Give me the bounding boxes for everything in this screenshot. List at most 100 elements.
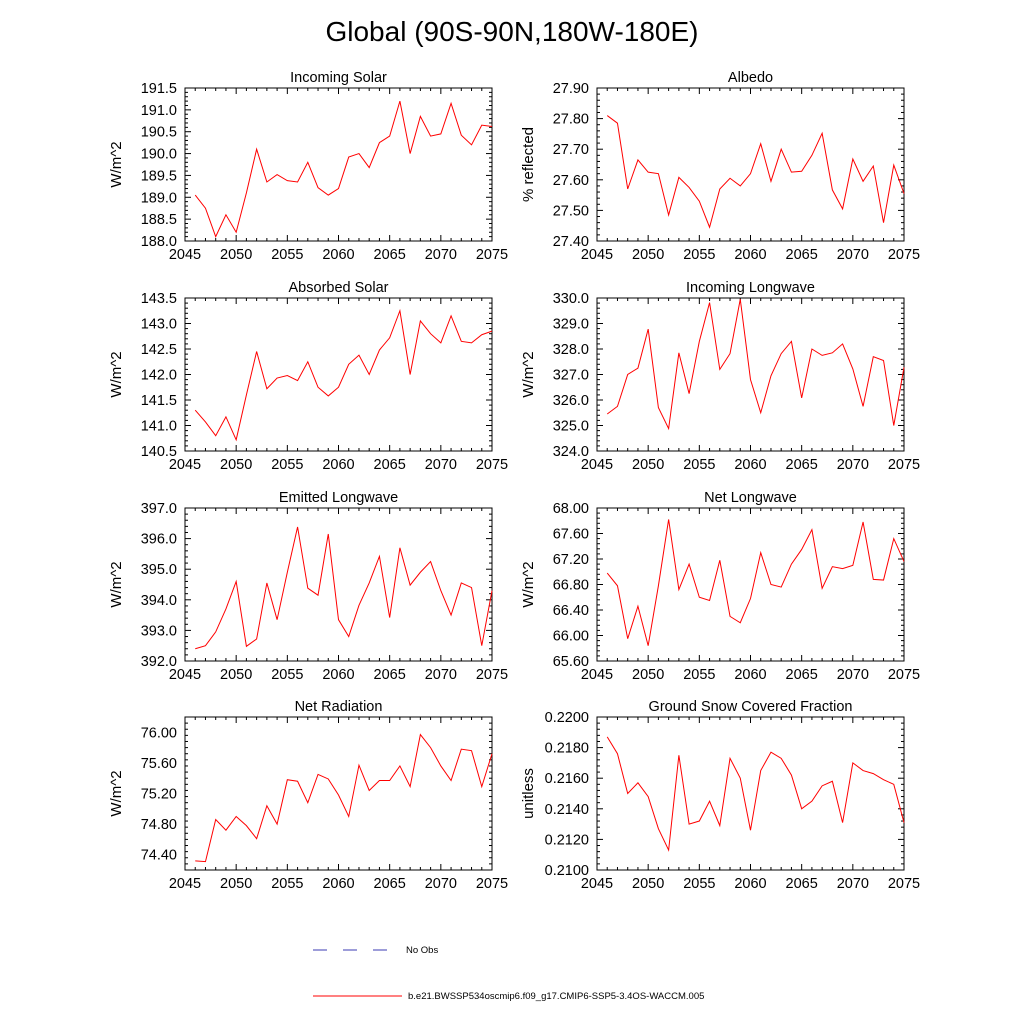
y-tick-label: 327.0 xyxy=(553,368,589,384)
x-tick-label: 2065 xyxy=(786,667,818,683)
x-tick-label: 2060 xyxy=(322,457,354,473)
plot-frame xyxy=(596,87,905,242)
y-tick-label: 190.5 xyxy=(141,125,177,141)
panel-absorbed-solar: Absorbed Solar W/m^2 2045 2050 2055 2060 2065 2… xyxy=(108,280,508,473)
legend-label-model: b.e21.BWSSP534oscmip6.f09_g17.CMIP6-SSP5… xyxy=(408,991,704,1002)
y-tick-label: 191.5 xyxy=(141,81,177,97)
y-tick-label: 394.0 xyxy=(141,593,177,609)
x-tick-label: 2075 xyxy=(888,667,920,683)
x-tick-label: 2045 xyxy=(169,667,201,683)
series-line-incoming-longwave xyxy=(606,299,905,431)
x-tick-label: 2065 xyxy=(786,876,818,892)
y-tick-label: 329.0 xyxy=(553,317,589,333)
x-tick-label: 2060 xyxy=(734,247,766,263)
y-tick-label: 392.0 xyxy=(141,654,177,670)
x-tick-label: 2070 xyxy=(837,247,869,263)
y-tick-label: 66.00 xyxy=(553,629,589,645)
x-tick-label: 2050 xyxy=(632,667,664,683)
x-tick-label: 2075 xyxy=(476,667,508,683)
x-tick-label: 2070 xyxy=(837,876,869,892)
y-tick-label: 75.60 xyxy=(141,756,177,772)
panel-title: Absorbed Solar xyxy=(289,280,389,296)
panel-incoming-longwave: Incoming Longwave W/m^2 2045 2050 2055 2060 20… xyxy=(520,280,920,473)
legend: No Obs b.e21.BWSSP534oscmip6.f09_g17.CMI… xyxy=(313,945,704,1002)
panel-title: Albedo xyxy=(728,70,773,86)
y-tick-label: 188.0 xyxy=(141,234,177,250)
panel-title: Emitted Longwave xyxy=(279,490,398,506)
x-tick-label: 2045 xyxy=(581,457,613,473)
y-tick-label: 27.60 xyxy=(553,173,589,189)
y-tick-label: 74.40 xyxy=(141,848,177,864)
y-tick-label: 0.2120 xyxy=(545,832,589,848)
y-tick-label: 141.0 xyxy=(141,419,177,435)
series-line-ground-snow-covered-fraction xyxy=(606,736,905,852)
x-tick-label: 2075 xyxy=(476,457,508,473)
plot-frame xyxy=(184,716,493,871)
legend-label-no-obs: No Obs xyxy=(406,945,438,956)
x-tick-label: 2045 xyxy=(169,876,201,892)
series-line-absorbed-solar xyxy=(194,308,493,442)
x-tick-label: 2070 xyxy=(425,247,457,263)
x-tick-label: 2055 xyxy=(271,667,303,683)
x-tick-label: 2055 xyxy=(271,457,303,473)
y-tick-label: 0.2100 xyxy=(545,863,589,879)
x-tick-label: 2050 xyxy=(220,667,252,683)
y-tick-label: 396.0 xyxy=(141,532,177,548)
x-tick-label: 2070 xyxy=(837,457,869,473)
x-tick-label: 2050 xyxy=(220,457,252,473)
y-tick-label: 142.0 xyxy=(141,368,177,384)
y-tick-label: 0.2140 xyxy=(545,802,589,818)
x-tick-label: 2070 xyxy=(837,667,869,683)
plot-frame xyxy=(184,507,493,662)
x-tick-label: 2070 xyxy=(425,457,457,473)
x-tick-label: 2055 xyxy=(683,667,715,683)
x-tick-label: 2065 xyxy=(374,457,406,473)
y-axis-label: unitless xyxy=(520,768,537,819)
chart-panels: Incoming Solar W/m^2 2045 2050 2055 2060 2065 2… xyxy=(108,70,920,892)
panel-title: Incoming Solar xyxy=(290,70,387,86)
x-tick-label: 2060 xyxy=(734,667,766,683)
y-tick-label: 65.60 xyxy=(553,654,589,670)
x-tick-label: 2045 xyxy=(169,247,201,263)
plot-frame xyxy=(596,297,905,452)
y-tick-label: 27.80 xyxy=(553,112,589,128)
y-axis-label: W/m^2 xyxy=(108,770,125,816)
panel-title: Net Radiation xyxy=(295,699,383,715)
y-tick-label: 67.20 xyxy=(553,552,589,568)
y-tick-label: 66.80 xyxy=(553,578,589,594)
y-tick-label: 68.00 xyxy=(553,501,589,517)
x-tick-label: 2075 xyxy=(476,247,508,263)
x-tick-label: 2055 xyxy=(271,247,303,263)
x-tick-label: 2060 xyxy=(322,247,354,263)
x-tick-label: 2050 xyxy=(632,457,664,473)
series-line-net-longwave xyxy=(606,519,905,646)
y-tick-label: 328.0 xyxy=(553,342,589,358)
y-tick-label: 326.0 xyxy=(553,393,589,409)
x-tick-label: 2070 xyxy=(425,667,457,683)
x-tick-label: 2055 xyxy=(683,876,715,892)
panel-ground-snow-covered-fraction: Ground Snow Covered Fraction unitless 2045… xyxy=(520,699,920,892)
y-tick-label: 324.0 xyxy=(553,444,589,460)
plot-frame xyxy=(596,507,905,662)
x-tick-label: 2065 xyxy=(374,667,406,683)
plot-frame xyxy=(596,716,905,871)
x-tick-label: 2065 xyxy=(374,247,406,263)
panel-albedo: Albedo % reflected 2045 2050 2055 2060 2065 207… xyxy=(520,70,920,263)
y-tick-label: 27.90 xyxy=(553,81,589,97)
y-axis-label: W/m^2 xyxy=(520,561,537,607)
y-tick-label: 142.5 xyxy=(141,342,177,358)
x-tick-label: 2075 xyxy=(888,876,920,892)
series-line-emitted-longwave xyxy=(195,526,493,650)
panel-net-longwave: Net Longwave W/m^2 2045 2050 2055 2060 2065 207… xyxy=(520,490,920,683)
y-tick-label: 395.0 xyxy=(141,562,177,578)
y-tick-label: 140.5 xyxy=(141,444,177,460)
y-tick-label: 143.0 xyxy=(141,317,177,333)
panel-incoming-solar: Incoming Solar W/m^2 2045 2050 2055 2060 2065 2… xyxy=(108,70,508,263)
y-tick-label: 75.20 xyxy=(141,787,177,803)
x-tick-label: 2050 xyxy=(632,876,664,892)
y-tick-label: 188.5 xyxy=(141,212,177,228)
x-tick-label: 2050 xyxy=(220,876,252,892)
y-tick-label: 76.00 xyxy=(141,725,177,741)
x-tick-label: 2060 xyxy=(734,457,766,473)
